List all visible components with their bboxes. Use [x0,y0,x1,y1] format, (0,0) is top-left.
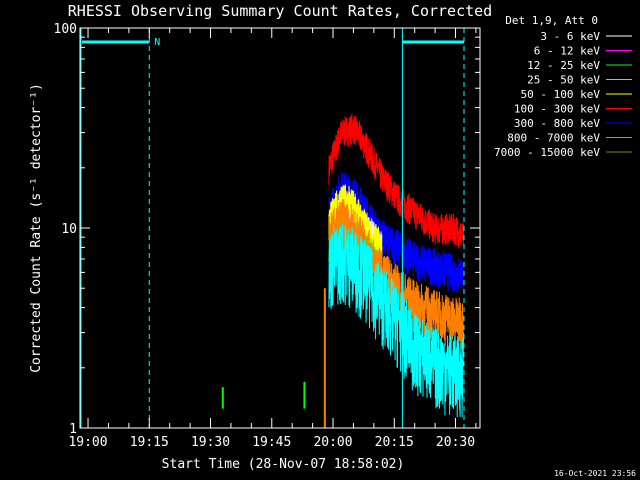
x-axis-ticks: 19:00 19:15 19:30 19:45 20:00 20:15 20:30 [68,28,477,450]
series-line [328,114,465,249]
chart-title: RHESSI Observing Summary Count Rates, Co… [68,2,492,20]
legend-label: 800 - 7000 keV [507,132,600,145]
legend-label: 12 - 25 keV [527,59,600,72]
x-tick-label: 19:45 [252,435,291,450]
x-tick-label: 20:15 [375,435,414,450]
legend-header: Det 1,9, Att 0 [505,14,598,27]
legend-label: 3 - 6 keV [540,30,600,43]
overlay-layer: N [80,28,465,428]
legend-label: 50 - 100 keV [521,88,601,101]
legend-label: 6 - 12 keV [534,45,601,58]
x-tick-label: 19:15 [130,435,169,450]
generated-timestamp: 16-Oct-2021 23:56 [554,469,636,478]
x-tick-label: 20:00 [313,435,352,450]
series-line [328,223,465,418]
y-tick-label: 1 [69,422,77,437]
x-axis-label: Start Time (28-Nov-07 18:58:02) [162,457,405,472]
legend-label: 100 - 300 keV [514,103,600,116]
y-tick-label: 10 [61,222,77,237]
x-tick-label: 19:00 [68,435,107,450]
night-marker-label: N [154,37,160,48]
series-layer [328,114,465,418]
legend-label: 25 - 50 keV [527,74,600,87]
x-tick-label: 19:30 [191,435,230,450]
y-axis-label: Corrected Count Rate (s⁻¹ detector⁻¹) [29,83,44,373]
legend-label: 300 - 800 keV [514,117,600,130]
x-tick-label: 20:30 [436,435,475,450]
y-tick-label: 100 [54,22,77,37]
legend-label: 7000 - 15000 keV [494,146,600,159]
